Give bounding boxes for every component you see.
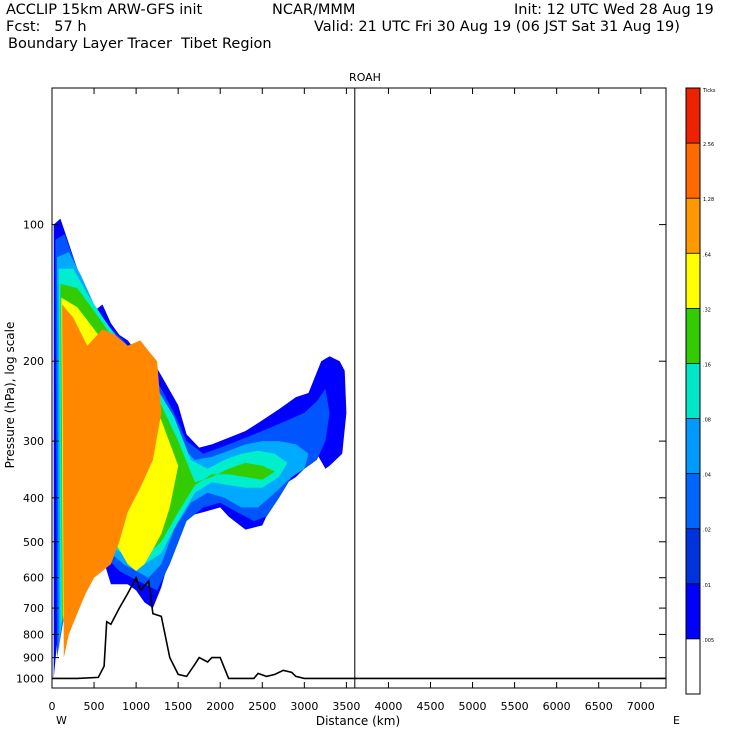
chart-title: ROAH (349, 71, 381, 84)
header-model: ACCLIP 15km ARW-GFS init (6, 2, 203, 18)
x-tick-label: 4500 (416, 700, 444, 713)
y-tick-label: 100 (23, 219, 44, 232)
header-field: Boundary Layer Tracer Tibet Region (8, 36, 272, 52)
colorbar-level-label: .16 (703, 362, 711, 368)
header-forecast: Fcst: 57 h (6, 19, 87, 35)
colorbar-swatch (686, 143, 700, 199)
x-tick-label: 1500 (164, 700, 192, 713)
colorbar-level-label: .64 (703, 252, 711, 258)
colorbar-frame (685, 87, 701, 695)
colorbar-swatch (686, 583, 700, 639)
x-tick-label: 1000 (122, 700, 150, 713)
colorbar: Ticks 2.56 1.28 .64 .32 .16 .08 .04 .02 .01 .005 (685, 87, 716, 695)
x-tick-label: 3500 (332, 700, 360, 713)
colorbar-swatch (686, 473, 700, 529)
west-label: W (56, 714, 67, 727)
x-axis-label: Distance (km) (316, 714, 400, 728)
colorbar-level-label: .32 (703, 307, 711, 313)
y-axis-label: Pressure (hPa), log scale (3, 322, 17, 469)
colorbar-level-label: .02 (703, 528, 711, 534)
x-tick-label: 5500 (501, 700, 529, 713)
x-tick-label: 6000 (543, 700, 571, 713)
x-tick-label: 0 (49, 700, 56, 713)
y-tick-label: 600 (23, 572, 44, 585)
tracer-plume (53, 218, 347, 679)
x-tick-label: 6500 (585, 700, 613, 713)
x-tick-label: 4000 (374, 700, 402, 713)
plume-level-6 (62, 304, 162, 658)
y-tick-label: 400 (23, 492, 44, 505)
colorbar-swatch (686, 308, 700, 364)
colorbar-swatch (686, 418, 700, 474)
colorbar-swatch (686, 638, 700, 694)
x-tick-label: 5000 (459, 700, 487, 713)
colorbar-level-label: 2.56 (703, 142, 714, 148)
x-tick-label: 3000 (290, 700, 318, 713)
colorbar-level-label: Ticks (702, 88, 716, 94)
x-tick-label: 7000 (627, 700, 655, 713)
colorbar-level-label: 1.28 (703, 197, 714, 203)
x-tick-label: 2000 (206, 700, 234, 713)
x-tick-label: 2500 (248, 700, 276, 713)
colorbar-swatch (686, 88, 700, 144)
colorbar-swatch (686, 363, 700, 419)
y-tick-label: 1000 (16, 672, 44, 685)
terrain-line (52, 575, 666, 680)
x-axis: 0 500 1000 1500 2000 2500 3000 3500 4000 4500 5000… (49, 88, 655, 713)
colorbar-swatch (686, 528, 700, 584)
colorbar-level-label: .01 (703, 583, 711, 589)
colorbar-swatch (686, 253, 700, 309)
colorbar-level-label: .08 (703, 418, 711, 424)
header-init: Init: 12 UTC Wed 28 Aug 19 (514, 2, 714, 18)
y-tick-label: 700 (23, 602, 44, 615)
colorbar-level-label: .04 (703, 473, 711, 479)
colorbar-level-label: .005 (703, 638, 714, 644)
x-tick-label: 500 (84, 700, 105, 713)
east-label: E (673, 714, 680, 727)
y-tick-label: 800 (23, 628, 44, 641)
y-tick-label: 900 (23, 652, 44, 665)
y-tick-label: 200 (23, 355, 44, 368)
colorbar-swatch (686, 198, 700, 254)
plot-frame (51, 87, 667, 689)
header-valid: Valid: 21 UTC Fri 30 Aug 19 (06 JST Sat … (314, 19, 680, 35)
y-axis: 100 200 300 400 500 600 700 800 900 1000 (16, 219, 666, 685)
y-tick-label: 500 (23, 536, 44, 549)
y-tick-label: 300 (23, 435, 44, 448)
header-institution: NCAR/MMM (272, 2, 356, 18)
